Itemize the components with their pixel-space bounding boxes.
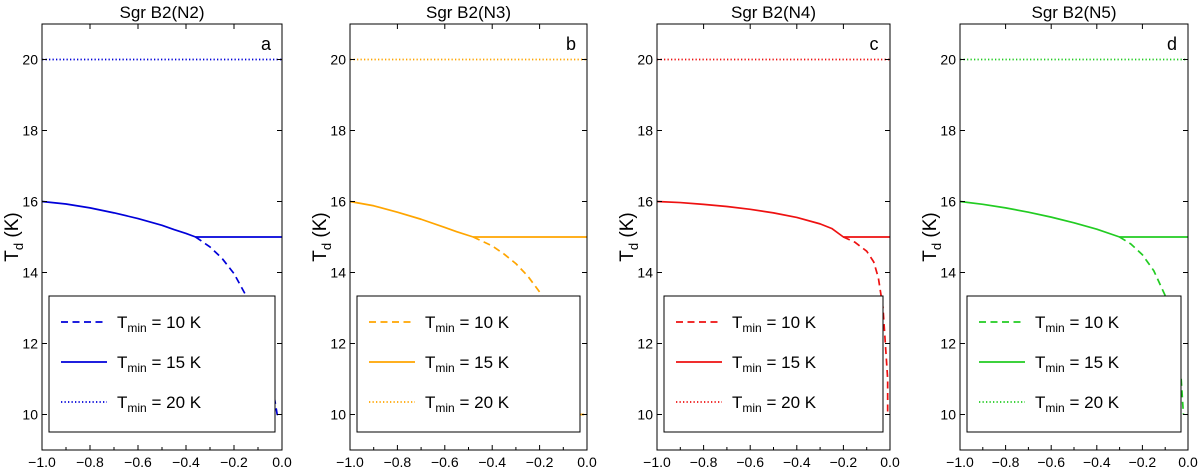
panel-c: −1.0 −0.8 −0.6 −0.4 −0.2 0.0 10 12 14 16 18 20 Sgr B… xyxy=(617,3,900,470)
panel-letter: a xyxy=(261,34,272,54)
x-tick-label: 0.0 xyxy=(577,454,597,470)
y-tick-label: 10 xyxy=(940,407,956,423)
series-line-1 xyxy=(843,236,889,415)
x-tick-label: 0.0 xyxy=(272,454,292,470)
legend-label: Tmin = 10 K xyxy=(425,313,510,335)
legend-label: Tmin = 20 K xyxy=(117,393,202,415)
legend-label: Tmin = 10 K xyxy=(1035,313,1120,335)
y-axis-label: Td (K) xyxy=(310,212,334,261)
x-tick-label: −0.2 xyxy=(526,454,554,470)
panel-letter: c xyxy=(870,34,879,54)
series-line-1 xyxy=(195,236,280,416)
chart-title: Sgr B2(N2) xyxy=(119,3,204,22)
chart-title: Sgr B2(N5) xyxy=(1031,3,1116,22)
legend-label: Tmin = 20 K xyxy=(732,393,817,415)
legend-label: Tmin = 10 K xyxy=(732,313,817,335)
y-tick-label: 12 xyxy=(637,336,653,352)
x-tick-label: 0.0 xyxy=(880,454,900,470)
legend-box xyxy=(663,295,884,433)
y-tick-label: 16 xyxy=(940,194,956,210)
panel-letter: b xyxy=(566,34,576,54)
x-tick-label: −0.2 xyxy=(1129,454,1157,470)
panel-letter: d xyxy=(1167,34,1177,54)
y-tick-label: 10 xyxy=(637,407,653,423)
y-tick-label: 12 xyxy=(330,336,346,352)
chart-title: Sgr B2(N3) xyxy=(426,3,511,22)
x-tick-label: −0.6 xyxy=(124,454,152,470)
x-tick-label: −1.0 xyxy=(336,454,364,470)
y-tick-label: 18 xyxy=(637,123,653,139)
legend-label: Tmin = 15 K xyxy=(732,353,817,375)
y-tick-label: 18 xyxy=(330,123,346,139)
legend-label: Tmin = 20 K xyxy=(1035,393,1120,415)
x-tick-label: −0.4 xyxy=(172,454,200,470)
y-tick-label: 14 xyxy=(330,265,346,281)
series-line-2 xyxy=(656,200,890,238)
x-tick-label: 0.0 xyxy=(1178,454,1198,470)
legend-label: Tmin = 15 K xyxy=(1035,353,1120,375)
legend-label: Tmin = 15 K xyxy=(117,353,202,375)
panel-b: −1.0 −0.8 −0.6 −0.4 −0.2 0.0 10 12 14 16 18 20 Sgr B… xyxy=(310,3,597,470)
y-tick-label: 14 xyxy=(940,265,956,281)
x-tick-label: −1.0 xyxy=(643,454,671,470)
x-tick-label: −0.8 xyxy=(690,454,718,470)
legend-box xyxy=(48,295,276,433)
x-tick-label: −0.4 xyxy=(478,454,506,470)
panel-d: −1.0 −0.8 −0.6 −0.4 −0.2 0.0 10 12 14 16 18 20 Sgr B… xyxy=(920,3,1198,470)
y-tick-label: 12 xyxy=(22,336,38,352)
y-tick-label: 12 xyxy=(940,336,956,352)
y-tick-label: 20 xyxy=(330,52,346,68)
y-tick-label: 14 xyxy=(22,265,38,281)
x-tick-label: −0.6 xyxy=(431,454,459,470)
series-line-2 xyxy=(41,200,282,238)
legend-box xyxy=(966,295,1182,433)
y-tick-label: 20 xyxy=(940,52,956,68)
legend-label: Tmin = 10 K xyxy=(117,313,202,335)
y-tick-label: 10 xyxy=(22,407,38,423)
y-tick-label: 18 xyxy=(940,123,956,139)
x-tick-label: −0.4 xyxy=(1083,454,1111,470)
series-line-2 xyxy=(959,200,1188,238)
x-tick-label: −0.2 xyxy=(220,454,248,470)
panel-a: −1.0 −0.8 −0.6 −0.4 −0.2 0.0 10 12 14 16 18 20 Sgr B… xyxy=(2,3,292,470)
y-tick-label: 16 xyxy=(22,194,38,210)
chart-title: Sgr B2(N4) xyxy=(731,3,816,22)
y-axis-label: Td (K) xyxy=(617,212,641,261)
y-axis-label: Td (K) xyxy=(2,212,26,261)
x-tick-label: −0.2 xyxy=(830,454,858,470)
y-tick-label: 16 xyxy=(330,194,346,210)
x-tick-label: −0.6 xyxy=(1037,454,1065,470)
legend-label: Tmin = 15 K xyxy=(425,353,510,375)
x-tick-label: −1.0 xyxy=(946,454,974,470)
y-tick-label: 16 xyxy=(637,194,653,210)
y-tick-label: 20 xyxy=(22,52,38,68)
y-tick-label: 20 xyxy=(637,52,653,68)
x-tick-label: −1.0 xyxy=(28,454,56,470)
y-tick-label: 14 xyxy=(637,265,653,281)
x-tick-label: −0.8 xyxy=(384,454,412,470)
legend-box xyxy=(356,295,581,433)
x-tick-label: −0.8 xyxy=(992,454,1020,470)
x-tick-label: −0.8 xyxy=(76,454,104,470)
legend-label: Tmin = 20 K xyxy=(425,393,510,415)
series-line-2 xyxy=(349,200,587,238)
y-tick-label: 18 xyxy=(22,123,38,139)
y-axis-label: Td (K) xyxy=(920,212,944,261)
y-tick-label: 10 xyxy=(330,407,346,423)
x-tick-label: −0.6 xyxy=(736,454,764,470)
x-tick-label: −0.4 xyxy=(783,454,811,470)
